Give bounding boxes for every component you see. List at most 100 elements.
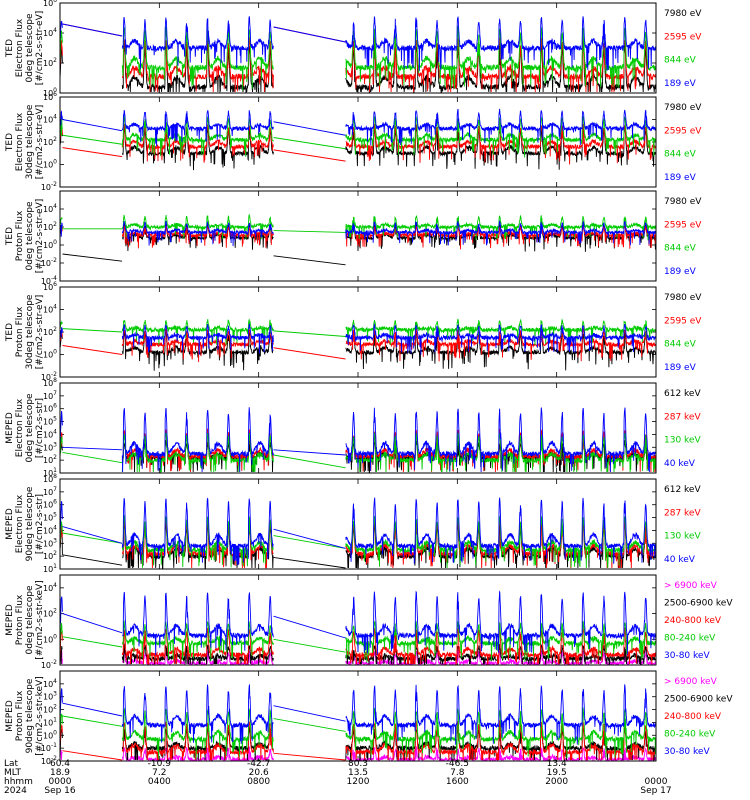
y-axis-label-line: 0deg telescope <box>25 393 35 463</box>
y-tick-label: 10-2 <box>41 257 57 268</box>
y-axis-label-line: [#/cm2-s-str] <box>35 398 45 458</box>
y-tick-label: 103 <box>43 537 57 548</box>
y-axis-label-line: TED <box>5 227 15 246</box>
y-tick-label: 100 <box>43 349 57 360</box>
series-line <box>345 707 656 759</box>
legend-entry: 240-800 keV <box>664 616 722 626</box>
y-axis-label-line: 90deg telescope <box>25 486 35 561</box>
x-tick-label-hhmm: 1600 <box>446 777 469 787</box>
y-tick-label: 102 <box>43 704 57 715</box>
legend-entry: 287 keV <box>664 412 701 422</box>
legend-entry: 130 keV <box>664 436 701 446</box>
gap-interp-line <box>62 134 123 145</box>
x-tick-label-mlt: 7.8 <box>450 768 465 778</box>
series-line <box>121 43 274 93</box>
gap-interp-line <box>273 752 346 761</box>
y-axis-label-line: Proton Flux <box>15 594 25 645</box>
gap-interp-line <box>62 613 123 634</box>
y-tick-label: 102 <box>43 136 57 147</box>
panel-6: MEPED Electron Flux 90deg telescope [#/cm2-… <box>5 473 701 574</box>
series-line <box>345 219 656 246</box>
panel-frame <box>59 190 657 282</box>
gap-interp-line <box>62 23 123 37</box>
y-tick-label: 105 <box>43 512 57 523</box>
legend-entry: > 6900 keV <box>664 677 718 687</box>
series-line <box>121 721 274 761</box>
y-tick-label: 100 <box>43 729 57 740</box>
x-tick-label-mlt: 19.5 <box>547 768 567 778</box>
legend-entry: 40 keV <box>664 555 696 565</box>
x-tick-label-hhmm: 2000 <box>545 777 568 787</box>
series-line <box>121 329 274 371</box>
gap-interp-line <box>62 702 123 717</box>
y-tick-label: 100 <box>43 633 57 644</box>
gap-interp-line <box>62 446 123 451</box>
y-axis-label-line: TED <box>5 323 15 342</box>
gap-interp-line <box>273 718 346 732</box>
legend-entry: 287 keV <box>664 508 701 518</box>
legend-entry: 2595 eV <box>664 32 702 42</box>
y-tick-label: 10-2 <box>41 371 57 382</box>
series-line <box>121 123 274 163</box>
x-tick-label-lat: 80.3 <box>348 759 368 769</box>
series-line <box>121 109 274 147</box>
x-tick-label-lat: -10.9 <box>148 759 172 769</box>
y-axis-label-line: Electron Flux <box>15 18 25 77</box>
series-line <box>121 708 274 760</box>
series-line <box>345 318 656 347</box>
series-line <box>345 108 656 146</box>
series-line <box>122 592 274 656</box>
x-tick-label-date: Sep 16 <box>44 786 76 796</box>
y-axis-label-line: [#/cm2-s-str-eV] <box>35 295 45 370</box>
panel-4: TED Proton Flux 30deg telescope [#/cm2-s-st… <box>5 281 702 382</box>
x-tick-label-hhmm: 0000 <box>645 777 668 787</box>
y-tick-label: 102 <box>43 57 57 68</box>
gap-interp-line <box>273 528 346 549</box>
panel-3: TED Proton Flux 0deg telescope [#/cm2-s-str… <box>5 190 702 286</box>
legend-entry: 844 eV <box>664 150 697 160</box>
legend-entry: 2500-6900 keV <box>664 695 733 705</box>
legend-entry: 189 eV <box>664 173 697 183</box>
panel-frame <box>59 286 657 378</box>
gap-interp-line <box>62 451 123 464</box>
y-tick-label: 10-2 <box>41 659 57 670</box>
legend-entry: 2595 eV <box>664 316 702 326</box>
y-tick-label: 105 <box>43 416 57 427</box>
y-tick-label: 106 <box>43 281 57 292</box>
panel-1: TED Electron Flux 0deg telescope [#/cm2-s-s… <box>5 0 702 98</box>
y-tick-label: 102 <box>43 608 57 619</box>
gap-interp-line <box>273 615 346 639</box>
legend-entry: 2500-6900 keV <box>664 599 733 609</box>
x-tick-label-mlt: 18.9 <box>50 768 70 778</box>
y-axis-label-line: Electron Flux <box>15 494 25 553</box>
series-line <box>121 407 274 473</box>
y-tick-label: 10-2 <box>41 755 57 766</box>
x-row-label: MLT <box>4 768 22 778</box>
x-tick-label-mlt: 13.5 <box>348 768 368 778</box>
x-tick-label-lat: 13.4 <box>547 759 567 769</box>
x-tick-label-lat: 60.4 <box>50 759 70 769</box>
y-axis-label-line: 90deg telescope <box>25 678 35 753</box>
gap-interp-line <box>273 535 346 549</box>
legend-entry: 40 keV <box>664 459 696 469</box>
legend-entry: 7980 eV <box>664 103 702 113</box>
y-tick-label: 107 <box>43 390 57 401</box>
series-line <box>122 223 274 252</box>
gap-interp-line <box>273 26 346 43</box>
y-tick-label: 106 <box>43 403 57 414</box>
y-axis-label-line: MEPED <box>5 604 15 636</box>
panel-frame <box>59 96 657 188</box>
y-tick-label: 102 <box>43 326 57 337</box>
y-axis-label-line: [#/cm2-s-str-keV] <box>35 676 45 755</box>
y-axis-label-line: [#/cm2-s-str-eV] <box>35 199 45 274</box>
panel-frame <box>59 382 657 474</box>
series-line <box>121 627 274 665</box>
y-tick-label: 104 <box>43 203 57 214</box>
y-tick-label: 106 <box>43 499 57 510</box>
x-tick-label-lat: -42.7 <box>247 759 270 769</box>
y-tick-label: 108 <box>43 377 57 388</box>
y-tick-label: 104 <box>43 582 57 593</box>
y-tick-label: 104 <box>43 304 57 315</box>
